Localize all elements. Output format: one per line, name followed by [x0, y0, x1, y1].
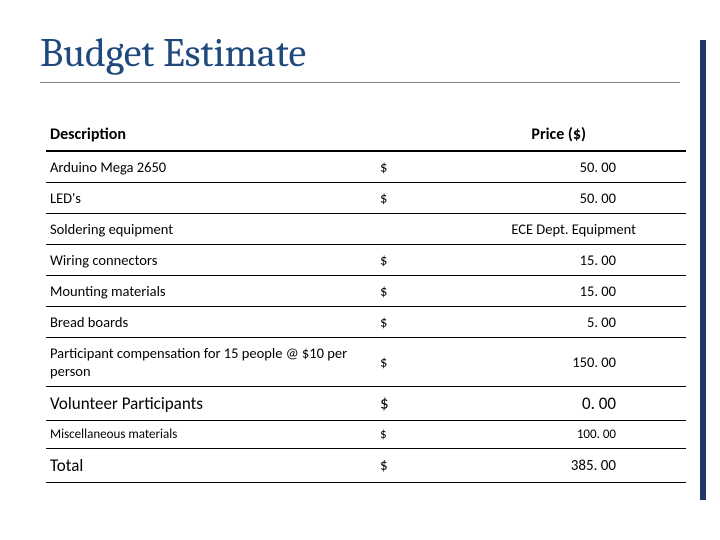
accent-bar	[700, 40, 706, 500]
cell-currency: $	[376, 421, 416, 449]
cell-amount: 5. 00	[416, 307, 686, 338]
cell-amount: 385. 00	[416, 449, 686, 483]
cell-currency: $	[376, 245, 416, 276]
table-row: Wiring connectors$15. 00	[46, 245, 686, 276]
cell-description: Soldering equipment	[46, 214, 376, 245]
cell-currency: $	[376, 183, 416, 214]
cell-amount: 0. 00	[416, 387, 686, 421]
cell-amount: 100. 00	[416, 421, 686, 449]
budget-table: Description Price ($) Arduino Mega 2650$…	[46, 121, 686, 483]
cell-amount: 50. 00	[416, 183, 686, 214]
cell-description: Volunteer Participants	[46, 387, 376, 421]
table-row: Bread boards$5. 00	[46, 307, 686, 338]
cell-amount: 150. 00	[416, 338, 686, 387]
table-row: Miscellaneous materials$100. 00	[46, 421, 686, 449]
cell-description: LED's	[46, 183, 376, 214]
cell-amount: 15. 00	[416, 245, 686, 276]
table-header-row: Description Price ($)	[46, 121, 686, 151]
cell-amount: 50. 00	[416, 151, 686, 183]
cell-currency: $	[376, 338, 416, 387]
slide: Budget Estimate Description Price ($) Ar…	[0, 0, 720, 513]
cell-amount: 15. 00	[416, 276, 686, 307]
cell-currency: $	[376, 387, 416, 421]
cell-description: Bread boards	[46, 307, 376, 338]
cell-currency: $	[376, 151, 416, 183]
table-row: Arduino Mega 2650$50. 00	[46, 151, 686, 183]
cell-description: Arduino Mega 2650	[46, 151, 376, 183]
table-row: Mounting materials$15. 00	[46, 276, 686, 307]
cell-description: Total	[46, 449, 376, 483]
table-row: Total$385. 00	[46, 449, 686, 483]
col-description: Description	[46, 121, 376, 151]
cell-special: ECE Dept. Equipment	[376, 214, 686, 245]
cell-description: Participant compensation for 15 people @…	[46, 338, 376, 387]
cell-description: Miscellaneous materials	[46, 421, 376, 449]
page-title: Budget Estimate	[40, 30, 680, 83]
col-price: Price ($)	[376, 121, 686, 151]
cell-description: Mounting materials	[46, 276, 376, 307]
table-row: LED's$50. 00	[46, 183, 686, 214]
cell-currency: $	[376, 307, 416, 338]
table-row: Soldering equipmentECE Dept. Equipment	[46, 214, 686, 245]
cell-currency: $	[376, 449, 416, 483]
cell-currency: $	[376, 276, 416, 307]
cell-description: Wiring connectors	[46, 245, 376, 276]
table-row: Participant compensation for 15 people @…	[46, 338, 686, 387]
table-row: Volunteer Participants$0. 00	[46, 387, 686, 421]
